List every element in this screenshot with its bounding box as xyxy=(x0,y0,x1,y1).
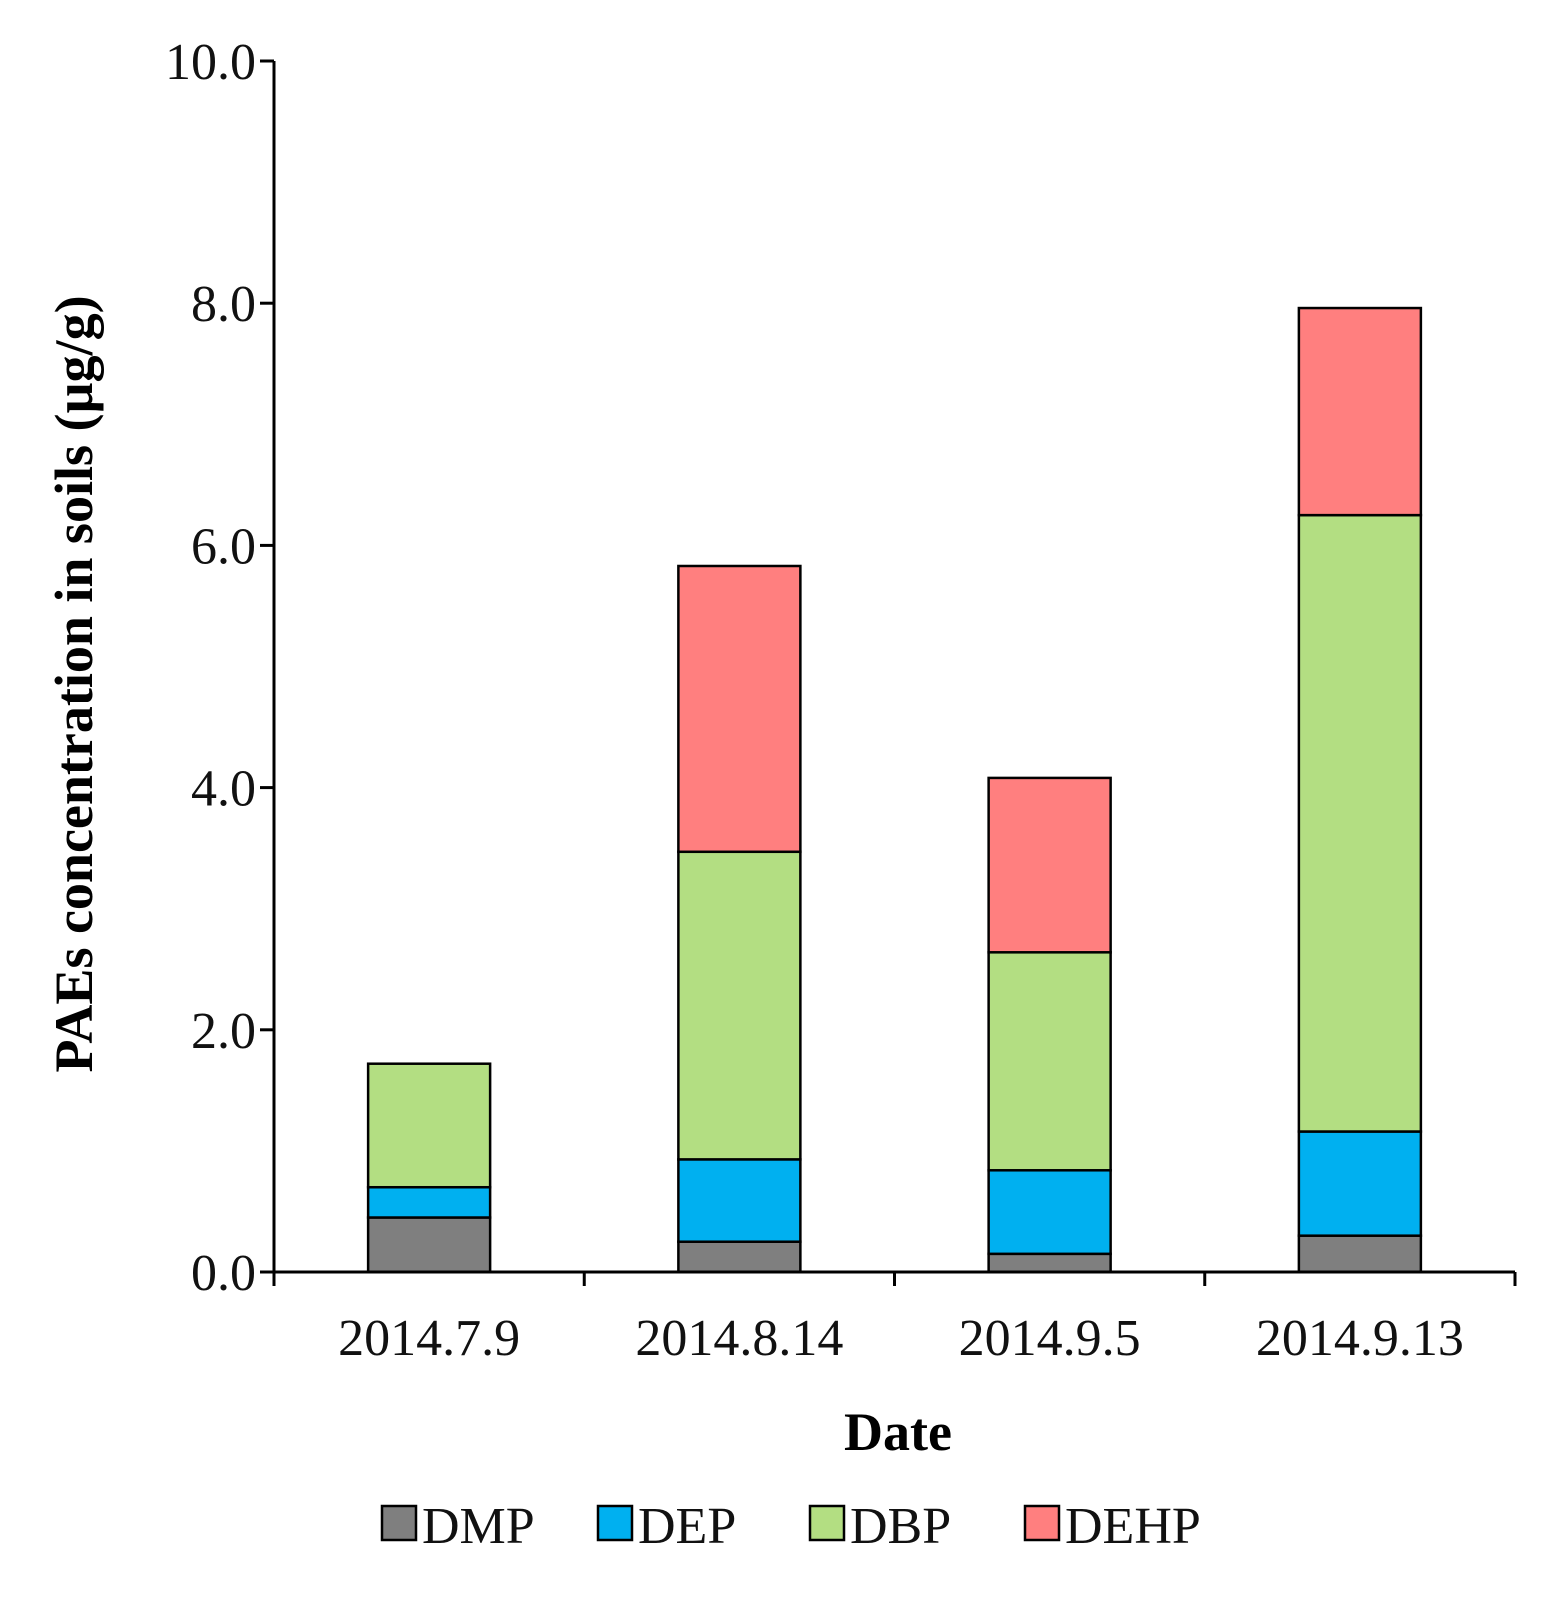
x-tick-label: 2014.7.9 xyxy=(338,1310,520,1367)
legend-swatch xyxy=(808,1504,846,1542)
x-ticks-group: 2014.7.9 2014.8.14 2014.9.5 2014.9.13 xyxy=(272,1272,1517,1367)
y-tick-label: 8.0 xyxy=(191,276,256,333)
bar-dmp-0 xyxy=(366,1216,492,1274)
legend-item-dep: DEP xyxy=(596,1498,736,1555)
bar-dbp-3 xyxy=(1297,513,1423,1133)
bars-group xyxy=(366,306,1423,1274)
legend-label: DMP xyxy=(422,1498,535,1555)
legend-label: DBP xyxy=(850,1498,951,1555)
bar-dep-0 xyxy=(366,1185,492,1219)
x-tick-label: 2014.9.5 xyxy=(959,1310,1141,1367)
legend-swatch xyxy=(1023,1504,1061,1542)
legend: DMP DEP DBP DEHP xyxy=(380,1498,1201,1555)
y-tick-label: 6.0 xyxy=(191,518,256,575)
bar-dep-1 xyxy=(677,1158,802,1243)
bar-dmp-1 xyxy=(677,1240,802,1274)
bar-dehp-1 xyxy=(677,564,802,854)
legend-item-dbp: DBP xyxy=(808,1498,951,1555)
bar-dbp-2 xyxy=(987,951,1112,1172)
bar-dehp-2 xyxy=(987,776,1112,954)
y-tick-label: 2.0 xyxy=(191,1003,256,1060)
bar-dep-3 xyxy=(1297,1130,1423,1237)
bar-dbp-0 xyxy=(366,1062,492,1189)
y-tick-label: 0.0 xyxy=(191,1245,256,1302)
legend-swatch xyxy=(380,1504,418,1542)
x-tick-label: 2014.9.13 xyxy=(1256,1310,1464,1367)
legend-item-dmp: DMP xyxy=(380,1498,535,1555)
y-tick-label: 10.0 xyxy=(165,34,256,91)
y-tick-label: 4.0 xyxy=(191,761,256,818)
legend-swatch xyxy=(596,1504,634,1542)
bar-dehp-3 xyxy=(1297,306,1423,517)
x-tick-label: 2014.8.14 xyxy=(635,1310,843,1367)
bar-dbp-1 xyxy=(677,850,802,1161)
legend-label: DEHP xyxy=(1065,1498,1201,1555)
x-axis-title: Date xyxy=(844,1402,952,1462)
bar-dmp-2 xyxy=(987,1252,1112,1274)
y-ticks-group: 0.0 2.0 4.0 6.0 8.0 10.0 xyxy=(165,34,274,1302)
legend-label: DEP xyxy=(638,1498,736,1555)
bar-dep-2 xyxy=(987,1169,1112,1256)
legend-item-dehp: DEHP xyxy=(1023,1498,1201,1555)
y-axis-title: PAEs concentration in soils (µg/g) xyxy=(44,295,104,1072)
bar-dmp-3 xyxy=(1297,1234,1423,1274)
